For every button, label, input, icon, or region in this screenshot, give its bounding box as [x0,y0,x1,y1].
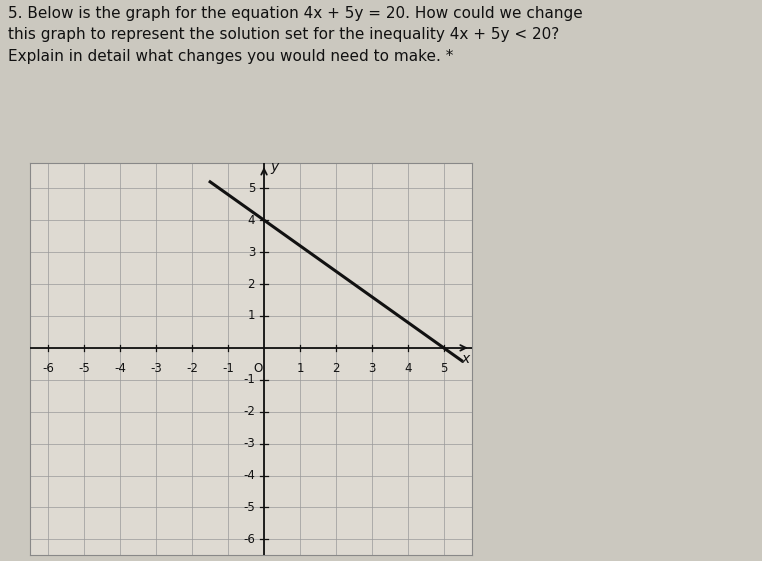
Text: x: x [461,352,469,366]
Text: -5: -5 [243,501,255,514]
Text: -6: -6 [43,362,54,375]
Text: 3: 3 [368,362,376,375]
Text: 1: 1 [296,362,304,375]
Text: 4: 4 [248,214,255,227]
Text: 5: 5 [248,182,255,195]
Text: -2: -2 [243,405,255,418]
Text: 3: 3 [248,246,255,259]
Text: 1: 1 [248,310,255,323]
Text: -4: -4 [243,469,255,482]
Text: y: y [271,160,279,174]
Text: 4: 4 [404,362,411,375]
Text: 2: 2 [332,362,340,375]
Text: 2: 2 [248,278,255,291]
Text: O: O [253,362,262,375]
Text: -4: -4 [114,362,126,375]
Text: -3: -3 [243,437,255,450]
Text: -2: -2 [186,362,198,375]
Text: 5. Below is the graph for the equation 4x + 5y = 20. How could we change
this gr: 5. Below is the graph for the equation 4… [8,6,582,64]
Text: -5: -5 [78,362,90,375]
Text: -1: -1 [243,373,255,387]
Text: 5: 5 [440,362,447,375]
Text: -6: -6 [243,533,255,546]
Text: -3: -3 [150,362,162,375]
Text: -1: -1 [223,362,234,375]
